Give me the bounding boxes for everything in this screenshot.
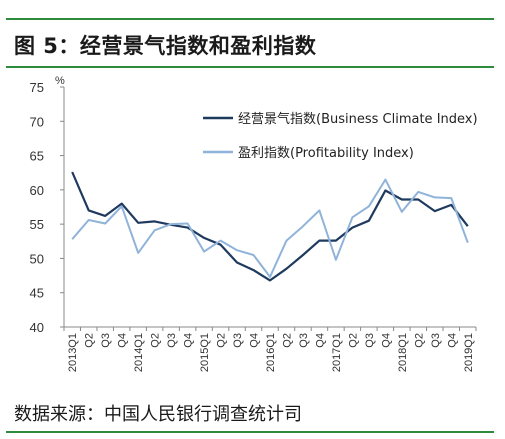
x-tick-label: Q2 xyxy=(347,333,359,348)
x-tick-label: Q4 xyxy=(183,333,195,348)
y-tick-label: 50 xyxy=(30,251,44,266)
y-tick-label: 65 xyxy=(30,149,44,164)
x-tick-label: 2017Q1 xyxy=(331,333,343,372)
legend-label: 经营景气指数(Business Climate Index) xyxy=(238,111,478,127)
top-rule xyxy=(6,18,494,20)
x-tick-label: Q4 xyxy=(314,333,326,348)
x-tick-label: Q2 xyxy=(413,333,425,348)
y-tick-label: 75 xyxy=(30,80,44,95)
x-tick-label: Q2 xyxy=(216,333,228,348)
y-tick-label: 45 xyxy=(30,286,44,301)
x-tick-label: 2014Q1 xyxy=(133,333,145,372)
x-tick-label: Q3 xyxy=(232,333,244,348)
title-rule xyxy=(6,66,494,68)
x-tick-label: Q3 xyxy=(100,333,112,348)
legend-label: 盈利指数(Profitability Index) xyxy=(238,146,414,161)
profitability-line xyxy=(71,178,469,278)
x-tick-label: 2018Q1 xyxy=(397,333,409,372)
x-tick-label: 2016Q1 xyxy=(265,333,277,372)
x-tick-label: Q3 xyxy=(430,333,442,348)
bottom-rule xyxy=(6,431,494,433)
figure-title: 图 5：经营景气指数和盈利指数 xyxy=(14,34,317,58)
source-note: 数据来源：中国人民银行调查统计司 xyxy=(14,404,302,425)
x-tick-label: Q3 xyxy=(298,333,310,348)
x-tick-label: Q2 xyxy=(281,333,293,348)
x-tick-label: Q3 xyxy=(166,333,178,348)
x-tick-label: Q2 xyxy=(84,333,96,348)
x-tick-label: Q4 xyxy=(117,333,129,348)
x-tick-label: Q2 xyxy=(150,333,162,348)
y-tick-label: 40 xyxy=(30,320,44,335)
business-climate-line xyxy=(71,171,469,282)
y-unit-label: % xyxy=(55,75,65,87)
x-tick-label: Q4 xyxy=(249,333,261,348)
y-tick-label: 55 xyxy=(30,217,44,232)
x-tick-label: 2015Q1 xyxy=(199,333,211,372)
x-tick-label: Q4 xyxy=(380,333,392,348)
y-tick-label: 70 xyxy=(30,114,44,129)
x-tick-label: Q4 xyxy=(446,333,458,348)
x-tick-label: 2019Q1 xyxy=(463,333,475,372)
x-tick-label: 2013Q1 xyxy=(67,333,79,372)
x-tick-label: Q3 xyxy=(364,333,376,348)
y-tick-label: 60 xyxy=(30,183,44,198)
